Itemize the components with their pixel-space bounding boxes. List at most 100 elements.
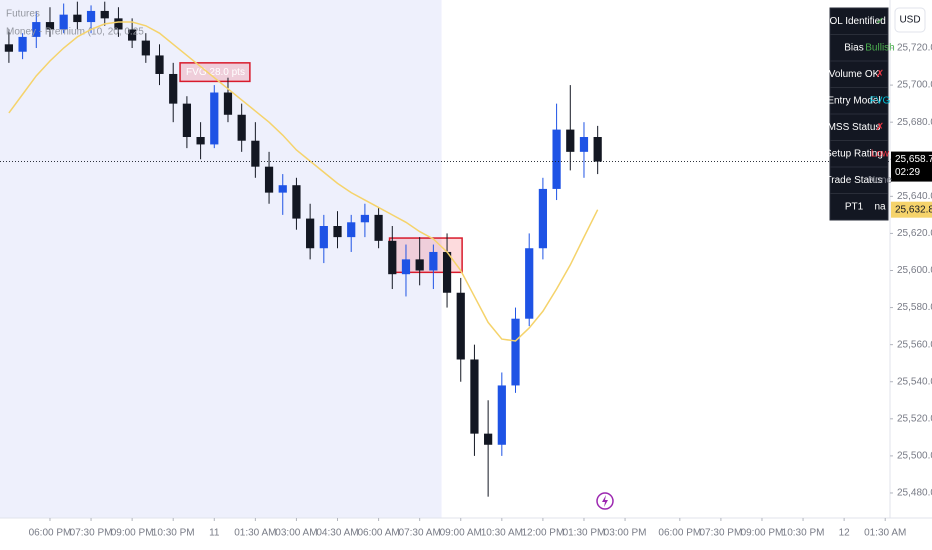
candle-body <box>525 248 534 319</box>
y-tick-label: 25,640.00 <box>897 191 932 202</box>
candle-body <box>4 44 14 52</box>
candle-body <box>264 166 274 193</box>
candle-body <box>511 318 520 386</box>
candle-body <box>292 185 301 219</box>
x-tick-label: 11 <box>209 528 220 539</box>
candle-body <box>100 10 109 19</box>
candle-body <box>128 29 137 41</box>
lightning <box>602 495 608 507</box>
session-shade <box>0 0 442 518</box>
candle-body <box>182 103 192 138</box>
x-tick-label: 09:00 PM <box>111 528 154 539</box>
candle-body <box>484 433 493 445</box>
status-label: Bias <box>844 42 863 53</box>
currency-button[interactable] <box>894 7 926 33</box>
candle-body <box>429 251 438 271</box>
y-tick-label: 25,680.00 <box>897 117 932 128</box>
candle-body <box>18 36 27 52</box>
x-tick-label: 01:30 AM <box>864 528 906 539</box>
x-tick-label: 07:30 PM <box>70 528 113 539</box>
x-tick-label: 09:00 PM <box>741 528 784 539</box>
candle-body <box>278 185 287 193</box>
status-value: Bullish <box>865 42 894 53</box>
status-value: ✓ <box>876 16 884 27</box>
x-tick-label: 10:30 PM <box>152 528 195 539</box>
candle-body <box>223 92 233 115</box>
candle-body <box>32 22 41 37</box>
x-tick-label: 12 <box>839 528 851 539</box>
candle-body <box>45 22 55 30</box>
candle-body <box>415 259 424 271</box>
currency-label[interactable]: USD <box>899 15 920 26</box>
status-label: Setup Rating <box>825 148 883 159</box>
candle-body <box>73 14 82 23</box>
candle-body <box>306 218 315 249</box>
last-price-label: 25,658.75 <box>895 154 932 165</box>
candle-body <box>456 292 465 360</box>
status-label: DOL Identified <box>822 16 886 27</box>
last-price-box <box>891 151 932 182</box>
legend-indicator: Money - Premium (10, 20, 0.25 <box>6 27 144 38</box>
candle-body <box>579 137 589 152</box>
candle-body <box>333 225 342 238</box>
x-tick-label: 07:30 AM <box>399 528 441 539</box>
x-tick-label: 01:30 PM <box>563 528 606 539</box>
y-tick-label: 25,520.00 <box>897 413 932 424</box>
candle-body <box>347 222 356 238</box>
candle-body <box>114 18 123 30</box>
y-tick-label: 25,480.00 <box>897 488 932 499</box>
y-tick-label: 25,600.00 <box>897 265 932 276</box>
ma-price-label: 25,632.80 <box>895 204 932 215</box>
status-label: Trade Status <box>826 175 883 186</box>
candle-body <box>360 214 370 223</box>
y-tick-label: 25,500.00 <box>897 451 932 462</box>
status-value: ✗ <box>876 122 884 133</box>
status-value: ✗ <box>876 69 884 80</box>
y-tick-label: 25,580.00 <box>897 302 932 313</box>
candle-body <box>155 55 164 74</box>
status-label: PT1 <box>845 201 864 212</box>
y-tick-label: 25,560.00 <box>897 339 932 350</box>
x-tick-label: 07:30 PM <box>699 528 742 539</box>
candle-body <box>169 73 178 104</box>
status-label: MSS Status <box>828 122 881 133</box>
x-tick-label: 12:00 PM <box>521 528 564 539</box>
candle-body <box>141 40 150 56</box>
ma-price-box <box>891 201 932 218</box>
y-tick-label: 25,540.00 <box>897 376 932 387</box>
status-value: FVG <box>870 95 891 106</box>
x-tick-label: 04:30 AM <box>316 528 358 539</box>
candle-body <box>593 137 602 162</box>
x-tick-label: 06:00 AM <box>357 528 399 539</box>
status-label: Entry Model <box>827 95 880 106</box>
fvg-label: FVG 28.0 pts <box>186 67 245 78</box>
status-value: None <box>868 175 892 186</box>
candle-body <box>470 359 479 434</box>
candle-body <box>251 140 260 167</box>
x-tick-label: 06:00 PM <box>658 528 701 539</box>
candle-body <box>388 240 397 275</box>
candle-body <box>442 251 452 293</box>
candle-body <box>401 259 411 275</box>
status-value: Low <box>871 148 890 159</box>
candle-body <box>196 137 205 145</box>
candle-body <box>497 385 506 445</box>
status-value: na <box>874 201 886 212</box>
status-label: Volume OK <box>829 69 880 80</box>
y-tick-label: 25,720.00 <box>897 43 932 54</box>
candle-body <box>237 114 246 141</box>
x-tick-label: 06:00 PM <box>29 528 72 539</box>
candle-body <box>552 129 561 189</box>
candle-body <box>538 188 548 249</box>
candle-body <box>374 214 383 241</box>
candle-body <box>59 14 68 30</box>
countdown-label: 02:29 <box>895 167 920 178</box>
x-tick-label: 03:00 AM <box>275 528 317 539</box>
x-tick-label: 10:30 PM <box>782 528 825 539</box>
x-tick-label: 10:30 AM <box>481 528 523 539</box>
x-tick-label: 03:00 PM <box>604 528 647 539</box>
status-cell <box>829 193 889 221</box>
candle-body <box>566 129 575 152</box>
x-tick-label: 09:00 AM <box>440 528 482 539</box>
